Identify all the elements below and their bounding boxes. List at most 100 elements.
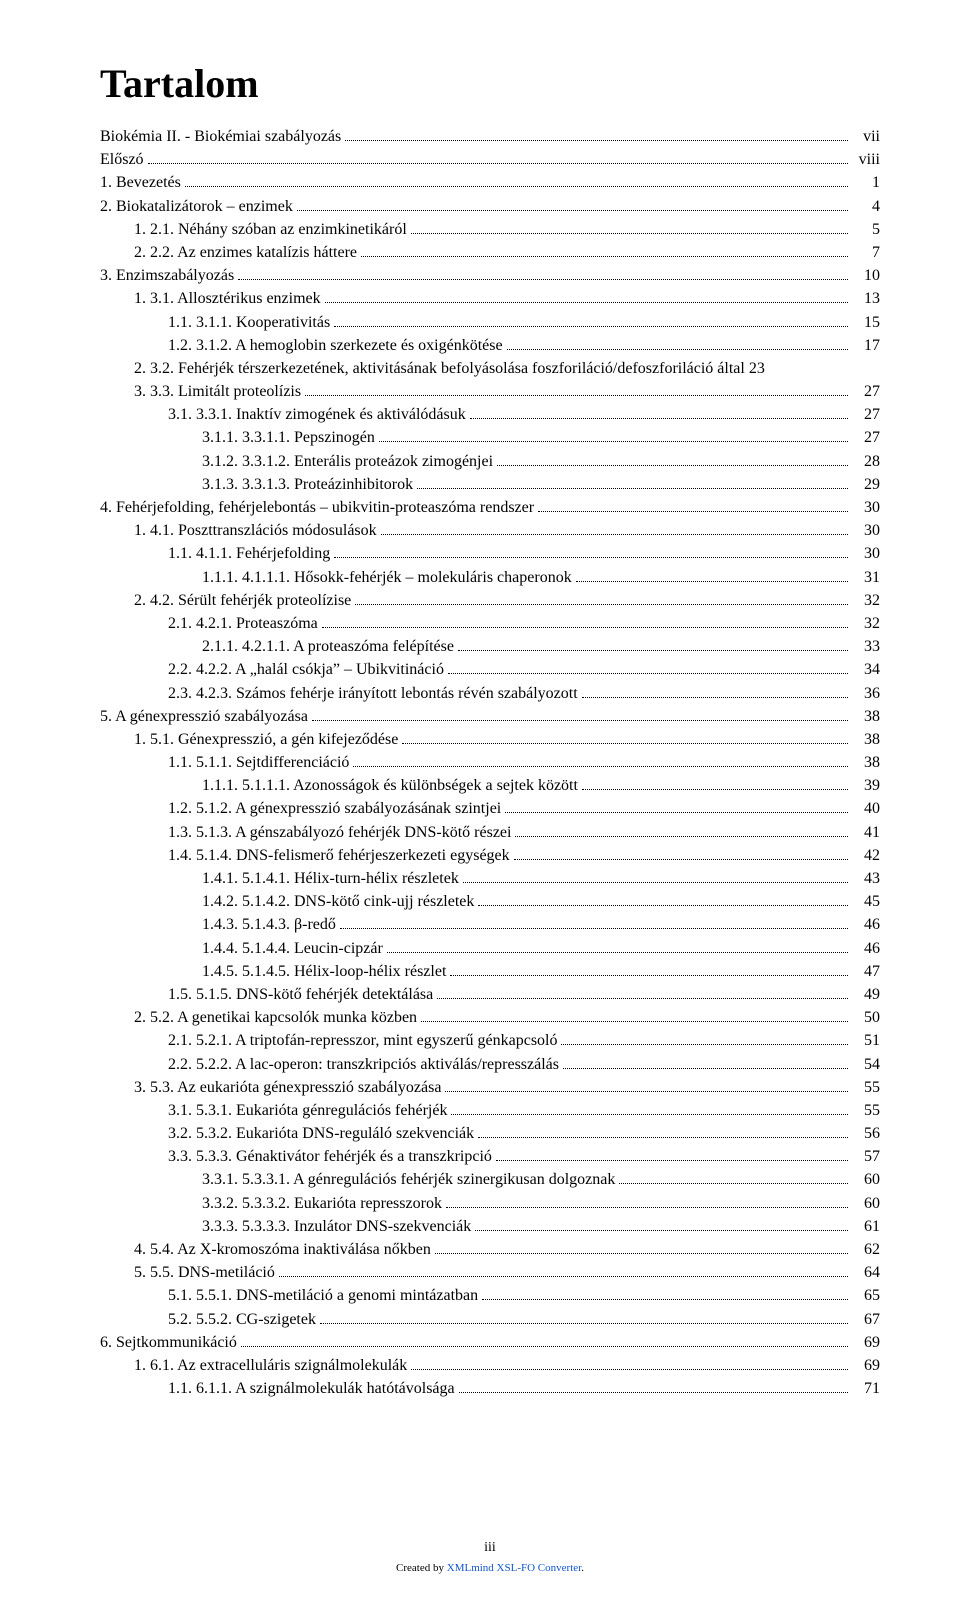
toc-entry[interactable]: 2.1.1. 4.2.1.1. A proteaszóma felépítése… <box>100 635 880 658</box>
toc-entry[interactable]: 1. 6.1. Az extracelluláris szignálmoleku… <box>100 1354 880 1377</box>
toc-entry[interactable]: 1.1. 5.1.1. Sejtdifferenciáció38 <box>100 751 880 774</box>
toc-entry-page: 43 <box>852 867 880 890</box>
created-by-line: Created by XMLmind XSL-FO Converter. <box>100 1562 880 1574</box>
toc-entry[interactable]: 2. 5.2. A genetikai kapcsolók munka közb… <box>100 1006 880 1029</box>
toc-leader-dots <box>448 673 848 674</box>
toc-entry[interactable]: 1.5. 5.1.5. DNS-kötő fehérjék detektálás… <box>100 983 880 1006</box>
toc-leader-dots <box>458 650 848 651</box>
toc-leader-dots <box>279 1276 848 1277</box>
toc-entry-label: 3.3.3. 5.3.3.3. Inzulátor DNS-szekvenciá… <box>202 1215 471 1238</box>
toc-entry-label: 2.1. 5.2.1. A triptofán-represszor, mint… <box>168 1029 557 1052</box>
toc-leader-dots <box>507 349 848 350</box>
toc-entry[interactable]: 1.4.4. 5.1.4.4. Leucin-cipzár46 <box>100 937 880 960</box>
toc-entry[interactable]: 1. 4.1. Poszttranszlációs módosulások30 <box>100 519 880 542</box>
toc-entry[interactable]: 1.4.1. 5.1.4.1. Hélix-turn-hélix részlet… <box>100 867 880 890</box>
toc-entry-page: 71 <box>852 1377 880 1400</box>
toc-entry[interactable]: 5.1. 5.5.1. DNS-metiláció a genomi mintá… <box>100 1284 880 1307</box>
toc-entry[interactable]: 2. Biokatalizátorok – enzimek4 <box>100 195 880 218</box>
toc-leader-dots <box>325 302 848 303</box>
toc-entry[interactable]: 3.3.1. 5.3.3.1. A génregulációs fehérjék… <box>100 1168 880 1191</box>
toc-entry[interactable]: 2. 2.2. Az enzimes katalízis háttere7 <box>100 241 880 264</box>
toc-entry[interactable]: 1.1.1. 4.1.1.1. Hősokk-fehérjék – moleku… <box>100 566 880 589</box>
toc-entry-label: 1. 5.1. Génexpresszió, a gén kifejeződés… <box>134 728 398 751</box>
toc-entry[interactable]: 6. Sejtkommunikáció69 <box>100 1331 880 1354</box>
toc-entry-label: 1.5. 5.1.5. DNS-kötő fehérjék detektálás… <box>168 983 433 1006</box>
toc-entry[interactable]: Előszóviii <box>100 148 880 171</box>
toc-entry-page: 5 <box>852 218 880 241</box>
toc-entry-page: 46 <box>852 913 880 936</box>
toc-entry-label: 1.1.1. 5.1.1.1. Azonosságok és különbség… <box>202 774 578 797</box>
toc-entry-page: 32 <box>852 589 880 612</box>
toc-entry[interactable]: 3. 5.3. Az eukarióta génexpresszió szabá… <box>100 1076 880 1099</box>
toc-entry-label: 3.2. 5.3.2. Eukarióta DNS-reguláló szekv… <box>168 1122 474 1145</box>
toc-entry[interactable]: 3.3.3. 5.3.3.3. Inzulátor DNS-szekvenciá… <box>100 1215 880 1238</box>
toc-entry[interactable]: 1. 2.1. Néhány szóban az enzimkinetikáró… <box>100 218 880 241</box>
toc-entry-label: 3.1. 5.3.1. Eukarióta génregulációs fehé… <box>168 1099 447 1122</box>
toc-entry[interactable]: 2. 3.2. Fehérjék térszerkezetének, aktiv… <box>100 357 880 380</box>
toc-entry-page: 56 <box>852 1122 880 1145</box>
toc-entry[interactable]: 3.1. 5.3.1. Eukarióta génregulációs fehé… <box>100 1099 880 1122</box>
toc-entry[interactable]: 2.1. 4.2.1. Proteaszóma32 <box>100 612 880 635</box>
toc-leader-dots <box>185 186 848 187</box>
toc-entry-page: 55 <box>852 1076 880 1099</box>
toc-entry-page: 7 <box>852 241 880 264</box>
toc-entry[interactable]: 3.1.2. 3.3.1.2. Enterális proteázok zimo… <box>100 450 880 473</box>
toc-entry-label: 4. Fehérjefolding, fehérjelebontás – ubi… <box>100 496 534 519</box>
toc-leader-dots <box>381 534 848 535</box>
toc-entry[interactable]: 3.2. 5.3.2. Eukarióta DNS-reguláló szekv… <box>100 1122 880 1145</box>
toc-leader-dots <box>478 905 848 906</box>
toc-entry-label: 1.4.2. 5.1.4.2. DNS-kötő cink-ujj részle… <box>202 890 474 913</box>
toc-entry-page: 38 <box>852 751 880 774</box>
toc-entry[interactable]: 1.2. 3.1.2. A hemoglobin szerkezete és o… <box>100 334 880 357</box>
toc-entry[interactable]: 1.2. 5.1.2. A génexpresszió szabályozásá… <box>100 797 880 820</box>
toc-entry[interactable]: 3.3. 5.3.3. Génaktivátor fehérjék és a t… <box>100 1145 880 1168</box>
toc-entry-label: Biokémia II. - Biokémiai szabályozás <box>100 125 341 148</box>
toc-entry[interactable]: 1.1.1. 5.1.1.1. Azonosságok és különbség… <box>100 774 880 797</box>
created-link[interactable]: XMLmind XSL-FO Converter <box>447 1562 581 1574</box>
toc-entry[interactable]: 3. 3.3. Limitált proteolízis27 <box>100 380 880 403</box>
toc-leader-dots <box>463 882 848 883</box>
toc-entry-page: 27 <box>852 380 880 403</box>
toc-entry[interactable]: 1.4. 5.1.4. DNS-felismerő fehérjeszerkez… <box>100 844 880 867</box>
toc-entry-label: 1.1.1. 4.1.1.1. Hősokk-fehérjék – moleku… <box>202 566 572 589</box>
toc-leader-dots <box>496 1160 848 1161</box>
toc-entry[interactable]: Biokémia II. - Biokémiai szabályozás vii <box>100 125 880 148</box>
toc-entry[interactable]: 1.1. 6.1.1. A szignálmolekulák hatótávol… <box>100 1377 880 1400</box>
toc-entry-page: vii <box>852 125 880 148</box>
toc-entry[interactable]: 5. A génexpresszió szabályozása38 <box>100 705 880 728</box>
toc-entry[interactable]: 2. 4.2. Sérült fehérjék proteolízise32 <box>100 589 880 612</box>
toc-entry[interactable]: 3.1. 3.3.1. Inaktív zimogének és aktivál… <box>100 403 880 426</box>
toc-entry[interactable]: 5. 5.5. DNS-metiláció64 <box>100 1261 880 1284</box>
toc-entry[interactable]: 1.1. 4.1.1. Fehérjefolding30 <box>100 542 880 565</box>
toc-entry[interactable]: 2.2. 5.2.2. A lac-operon: transzkripciós… <box>100 1053 880 1076</box>
toc-entry[interactable]: 2.3. 4.2.3. Számos fehérje irányított le… <box>100 682 880 705</box>
toc-entry[interactable]: 3. Enzimszabályozás10 <box>100 264 880 287</box>
toc-leader-dots <box>402 743 848 744</box>
toc-leader-dots <box>421 1021 848 1022</box>
toc-entry-label: 1.1. 3.1.1. Kooperativitás <box>168 311 330 334</box>
toc-entry-label: 2.1.1. 4.2.1.1. A proteaszóma felépítése <box>202 635 454 658</box>
toc-entry-label: 3. Enzimszabályozás <box>100 264 234 287</box>
toc-entry[interactable]: 2.2. 4.2.2. A „halál csókja” – Ubikvitin… <box>100 658 880 681</box>
toc-entry-page: 32 <box>852 612 880 635</box>
toc-entry[interactable]: 1. Bevezetés1 <box>100 171 880 194</box>
toc-entry[interactable]: 1.3. 5.1.3. A génszabályozó fehérjék DNS… <box>100 821 880 844</box>
toc-entry-page: 28 <box>852 450 880 473</box>
toc-leader-dots <box>411 233 848 234</box>
toc-entry[interactable]: 3.1.3. 3.3.1.3. Proteázinhibitorok29 <box>100 473 880 496</box>
toc-entry-page: 49 <box>852 983 880 1006</box>
toc-entry[interactable]: 1. 5.1. Génexpresszió, a gén kifejeződés… <box>100 728 880 751</box>
toc-entry-label: 3.1.2. 3.3.1.2. Enterális proteázok zimo… <box>202 450 493 473</box>
toc-entry[interactable]: 1.4.5. 5.1.4.5. Hélix-loop-hélix részlet… <box>100 960 880 983</box>
toc-entry[interactable]: 1.4.3. 5.1.4.3. β-redő46 <box>100 913 880 936</box>
toc-entry[interactable]: 3.3.2. 5.3.3.2. Eukarióta represszorok60 <box>100 1192 880 1215</box>
toc-entry[interactable]: 1.4.2. 5.1.4.2. DNS-kötő cink-ujj részle… <box>100 890 880 913</box>
toc-entry[interactable]: 3.1.1. 3.3.1.1. Pepszinogén27 <box>100 426 880 449</box>
toc-entry[interactable]: 1.1. 3.1.1. Kooperativitás15 <box>100 311 880 334</box>
toc-entry-page: 39 <box>852 774 880 797</box>
toc-entry[interactable]: 5.2. 5.5.2. CG-szigetek67 <box>100 1308 880 1331</box>
toc-entry[interactable]: 1. 3.1. Allosztérikus enzimek13 <box>100 287 880 310</box>
toc-entry[interactable]: 2.1. 5.2.1. A triptofán-represszor, mint… <box>100 1029 880 1052</box>
toc-entry[interactable]: 4. 5.4. Az X-kromoszóma inaktiválása nők… <box>100 1238 880 1261</box>
toc-entry[interactable]: 4. Fehérjefolding, fehérjelebontás – ubi… <box>100 496 880 519</box>
